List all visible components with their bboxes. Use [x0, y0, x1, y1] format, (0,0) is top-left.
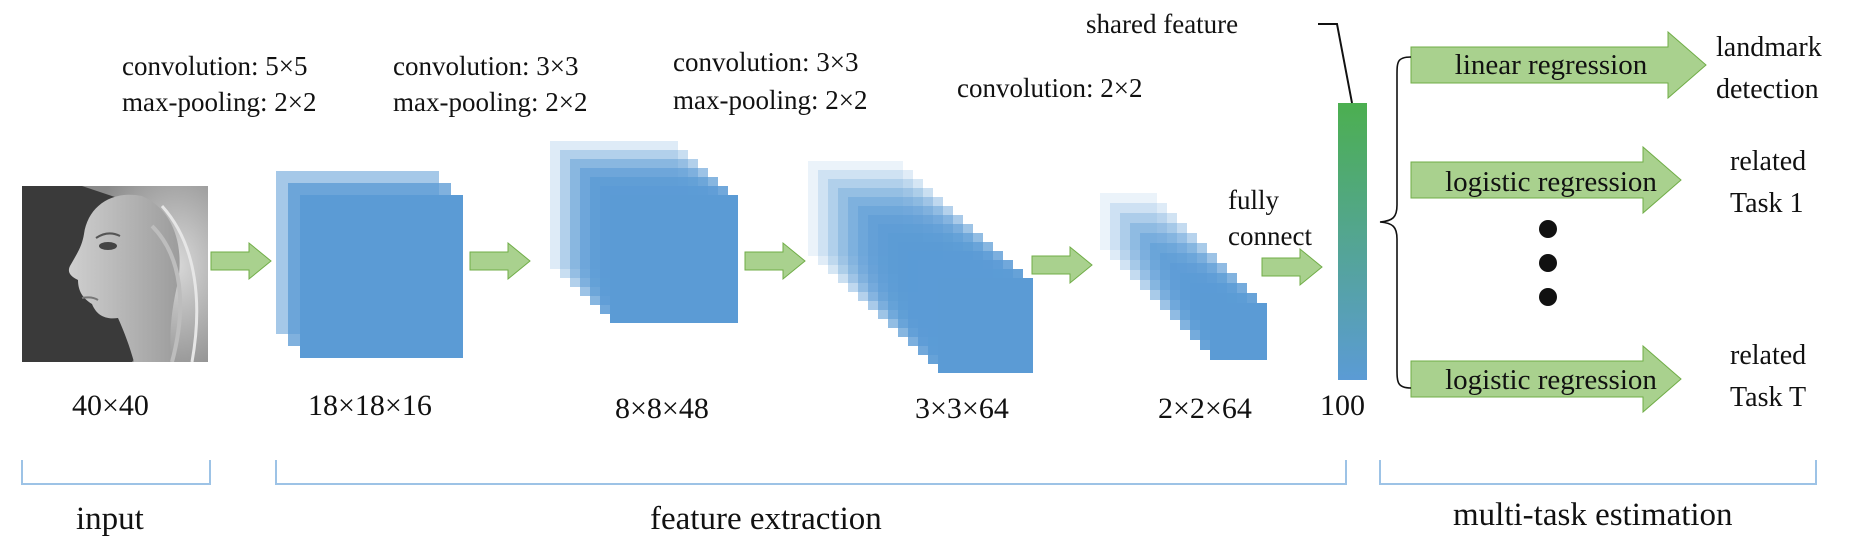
conv1-op-line2: max-pooling: 2×2 [122, 87, 317, 117]
task-output-line1: related [1730, 146, 1807, 177]
fc-dim: 100 [1320, 389, 1365, 422]
task-arrow-logistic-regression-1 [1410, 145, 1682, 215]
conv3-op-line2: max-pooling: 2×2 [673, 85, 868, 115]
input-bracket [21, 460, 211, 485]
stage-feature-extraction-caption: feature extraction [650, 501, 882, 537]
fc-label-line2: connect [1228, 221, 1312, 251]
ellipsis-dot [1539, 288, 1557, 306]
conv2-feature-map [610, 195, 738, 323]
conv4-dim: 2×2×64 [1158, 392, 1252, 425]
arrow-conv1-to-conv2 [469, 241, 531, 281]
conv3-op-line1: convolution: 3×3 [673, 47, 859, 77]
task-method-label: logistic regression [1445, 166, 1657, 198]
stage-input-caption: input [76, 501, 144, 537]
shared-feature-label: shared feature [1086, 9, 1239, 39]
task-arrow-logistic-regression-T [1410, 344, 1682, 414]
input-dim: 40×40 [72, 389, 149, 422]
stage-multitask-caption: multi-task estimation [1453, 497, 1733, 533]
conv2-dim: 8×8×48 [615, 392, 709, 425]
task-output-line2: Task 1 [1730, 188, 1804, 219]
ellipsis-dot [1539, 254, 1557, 272]
conv1-op-line1: convolution: 5×5 [122, 51, 308, 81]
arrow-conv2-to-conv3 [744, 241, 806, 281]
conv1-dim: 18×18×16 [308, 389, 432, 422]
conv4-feature-map [1210, 303, 1267, 360]
task-arrow-linear-regression [1410, 30, 1707, 100]
arrow-conv3-to-conv4 [1031, 245, 1093, 285]
input-face-image [22, 186, 208, 362]
fc-layer-bar [1338, 103, 1367, 380]
shared-feature-leader-line [1318, 23, 1353, 104]
task-brace [1379, 56, 1412, 389]
task-output-line2: detection [1716, 74, 1819, 105]
task-output-line1: related [1730, 340, 1807, 371]
fc-label-line1: fully [1228, 185, 1279, 215]
conv3-feature-map [938, 278, 1033, 373]
task-method-label: linear regression [1454, 49, 1648, 81]
task-method-label: logistic regression [1445, 364, 1657, 396]
conv2-op-line2: max-pooling: 2×2 [393, 87, 588, 117]
conv4-op-line1: convolution: 2×2 [957, 73, 1143, 103]
arrow-input-to-conv1 [210, 241, 272, 281]
multitask-bracket [1379, 460, 1817, 485]
task-output-line2: Task T [1730, 382, 1807, 413]
conv3-dim: 3×3×64 [915, 392, 1009, 425]
feature-extraction-bracket [275, 460, 1347, 485]
ellipsis-dot [1539, 220, 1557, 238]
task-output-line1: landmark [1716, 32, 1822, 63]
conv1-feature-map [300, 195, 463, 358]
conv4-feature-map [1100, 193, 1157, 250]
conv2-op-line1: convolution: 3×3 [393, 51, 579, 81]
arrow-conv4-to-fc [1261, 247, 1323, 287]
